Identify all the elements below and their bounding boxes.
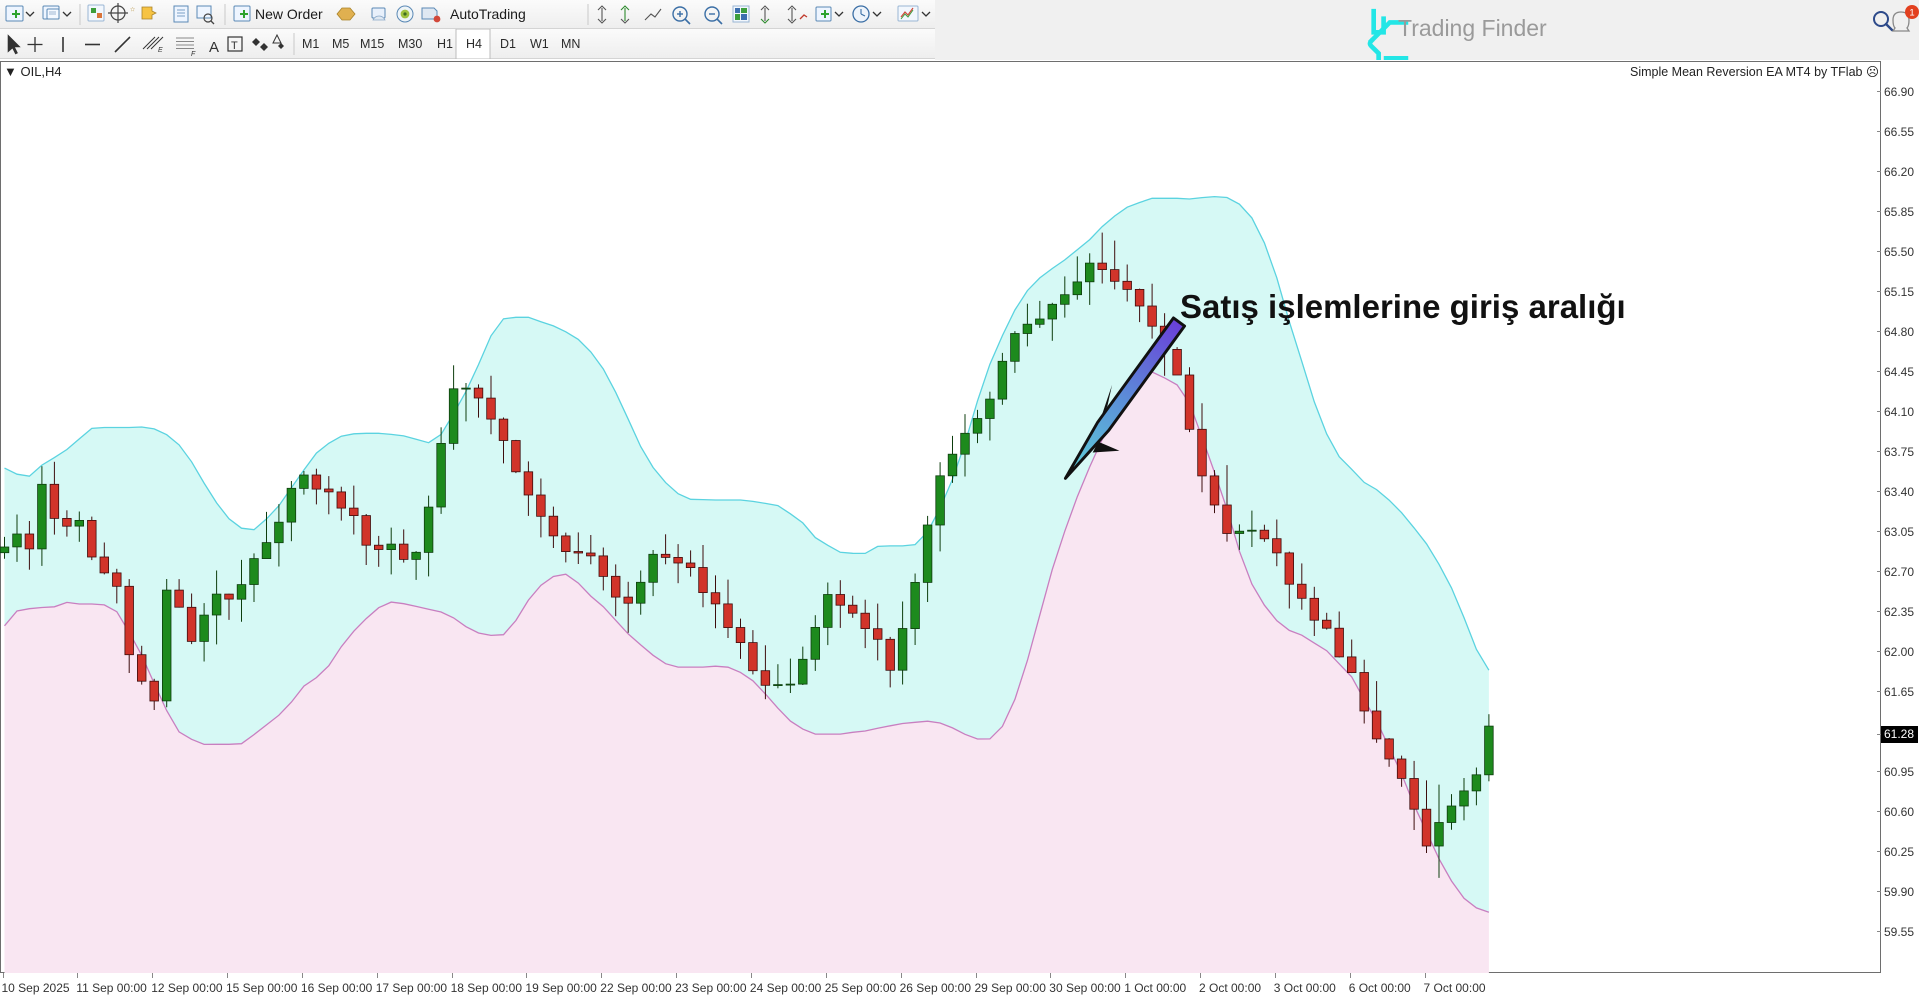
svg-text:W1: W1 xyxy=(530,37,549,51)
svg-text:E: E xyxy=(158,47,163,54)
svg-text:D1: D1 xyxy=(500,37,516,51)
svg-text:MN: MN xyxy=(561,37,580,51)
svg-text:A: A xyxy=(209,39,219,56)
svg-text:New Order: New Order xyxy=(255,6,323,22)
svg-text:M5: M5 xyxy=(332,37,349,51)
svg-text:M15: M15 xyxy=(360,37,384,51)
svg-text:T: T xyxy=(231,40,238,52)
svg-text:Satış işlemlerine giriş aralığ: Satış işlemlerine giriş aralığı xyxy=(1180,288,1626,325)
svg-text:M30: M30 xyxy=(398,37,422,51)
svg-text:M1: M1 xyxy=(302,37,319,51)
svg-text:H4: H4 xyxy=(466,37,482,51)
svg-text:F: F xyxy=(191,51,196,58)
svg-text:AutoTrading: AutoTrading xyxy=(450,6,526,22)
svg-text:1: 1 xyxy=(1909,8,1914,19)
svg-text:H1: H1 xyxy=(437,37,453,51)
svg-text:Trading Finder: Trading Finder xyxy=(1398,15,1547,41)
